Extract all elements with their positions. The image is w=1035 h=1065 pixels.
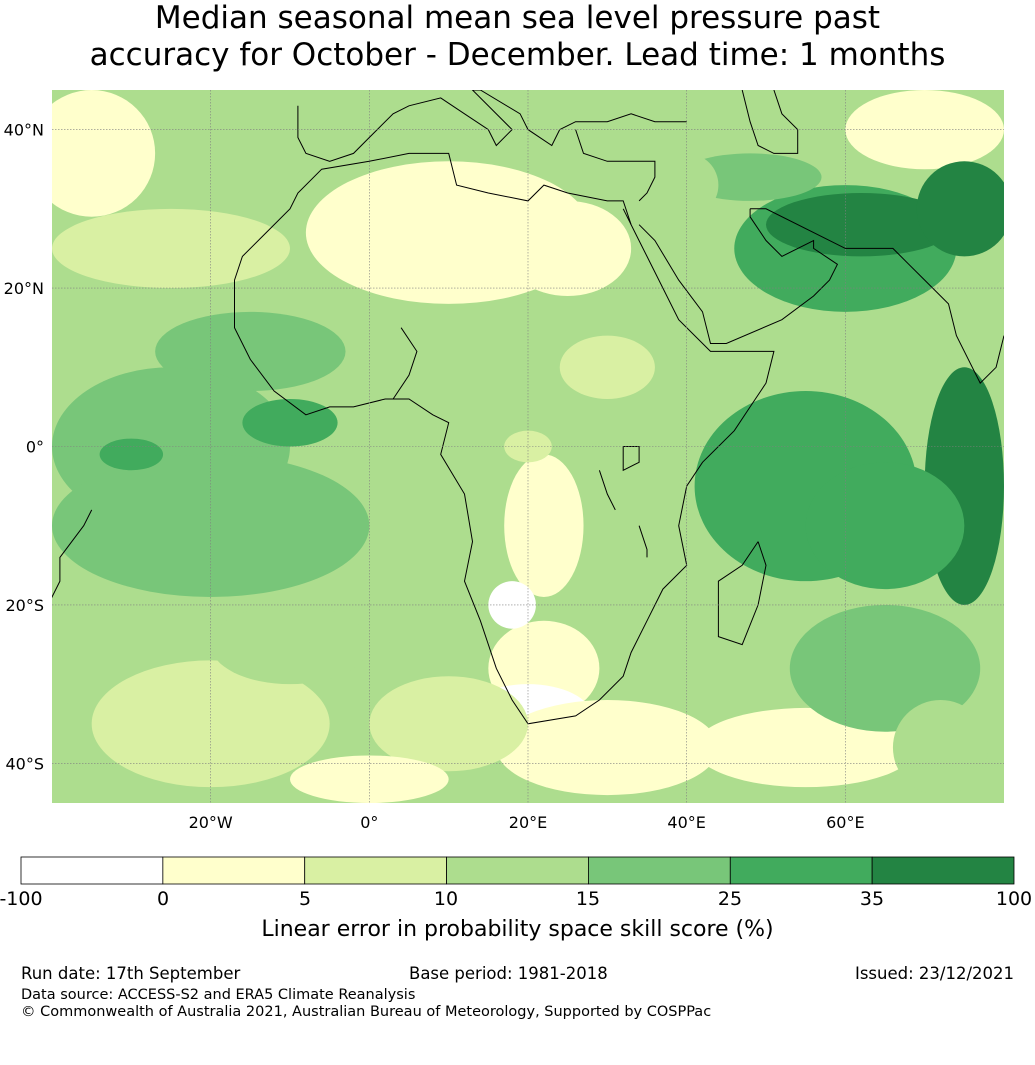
field-region xyxy=(559,335,655,399)
colorbar-segment xyxy=(20,856,164,885)
colorbar-tick-2: 5 xyxy=(298,888,312,910)
title-line-1: Median seasonal mean sea level pressure … xyxy=(154,0,881,36)
coastline-africa xyxy=(234,152,775,725)
field-region xyxy=(52,90,156,217)
lon-label: 20°E xyxy=(509,813,547,832)
colorbar-tick-6: 35 xyxy=(859,888,885,910)
coastline-iran-india xyxy=(750,208,1004,384)
lon-label: 40°E xyxy=(667,813,705,832)
colorbar-segment xyxy=(446,856,589,885)
data-source: Data source: ACCESS-S2 and ERA5 Climate … xyxy=(21,987,416,1003)
colorbar-segment xyxy=(729,856,873,885)
field-region xyxy=(504,200,632,296)
graticule xyxy=(52,90,1004,803)
field-region xyxy=(654,153,719,217)
lat-label: 40°N xyxy=(4,121,44,140)
colorbar-segment xyxy=(588,856,731,885)
skill-score-map: 40°N 20°N 0° 20°S 40°S 20°W 0° 20°E 40°E 60°E xyxy=(4,90,1004,832)
field-region xyxy=(242,398,338,447)
coastline-red-sea-w xyxy=(622,208,632,225)
coastline-gulf-guinea-rivers xyxy=(392,327,418,400)
colorbar-tick-5: 25 xyxy=(717,888,743,910)
latitude-labels: 40°N 20°N 0° 20°S 40°S xyxy=(4,121,44,774)
field-region xyxy=(892,700,989,796)
base-period: Base period: 1981-2018 xyxy=(409,964,608,983)
colorbar-tick-1: 0 xyxy=(156,888,170,910)
coastline-lake-malawi xyxy=(638,525,648,558)
lat-label: 40°S xyxy=(5,754,44,773)
coastline-caspian xyxy=(741,90,799,154)
field-region xyxy=(805,462,965,590)
lon-label: 60°E xyxy=(826,813,864,832)
run-date: Run date: 17th September xyxy=(21,964,241,983)
lon-label: 0° xyxy=(360,813,378,832)
issued-date: Issued: 23/12/2021 xyxy=(854,964,1014,983)
colorbar-tick-4: 15 xyxy=(575,888,601,910)
field-region xyxy=(496,700,719,796)
coastline-brazil xyxy=(52,509,93,599)
title-line-2: accuracy for October - December. Lead ti… xyxy=(89,37,946,73)
lat-label: 20°N xyxy=(4,279,44,298)
lon-label: 20°W xyxy=(189,813,233,832)
copyright: © Commonwealth of Australia 2021, Austra… xyxy=(21,1004,712,1020)
colorbar-segment xyxy=(871,856,1015,885)
lat-label: 0° xyxy=(26,438,44,457)
map-title: Median seasonal mean sea level pressure … xyxy=(0,0,1035,74)
field-region xyxy=(916,161,1004,257)
colorbar-tick-0: -100 xyxy=(0,888,43,910)
field-region xyxy=(210,604,370,685)
colorbar-tick-7: 100 xyxy=(995,888,1033,910)
colorbar-label: Linear error in probability space skill … xyxy=(261,917,774,942)
longitude-labels: 20°W 0° 20°E 40°E 60°E xyxy=(189,813,865,832)
field-region xyxy=(52,208,290,289)
coastline-lake-tanganyika xyxy=(598,470,616,511)
colorbar-segment xyxy=(304,856,447,885)
lat-label: 20°S xyxy=(5,596,44,615)
coastline-arabia xyxy=(638,208,839,344)
colorbar-segment xyxy=(162,856,306,885)
field-region xyxy=(504,454,584,598)
coastline-madagascar xyxy=(717,541,767,646)
coastline-lake-victoria xyxy=(622,446,640,472)
colorbar-tick-3: 10 xyxy=(433,888,459,910)
field-region xyxy=(290,755,449,803)
field-region xyxy=(369,676,528,772)
field-region xyxy=(504,430,552,463)
field-region xyxy=(789,604,981,732)
field-region xyxy=(845,90,1004,170)
coastline-turkey-levant xyxy=(575,129,656,202)
colorbar xyxy=(20,856,1015,885)
